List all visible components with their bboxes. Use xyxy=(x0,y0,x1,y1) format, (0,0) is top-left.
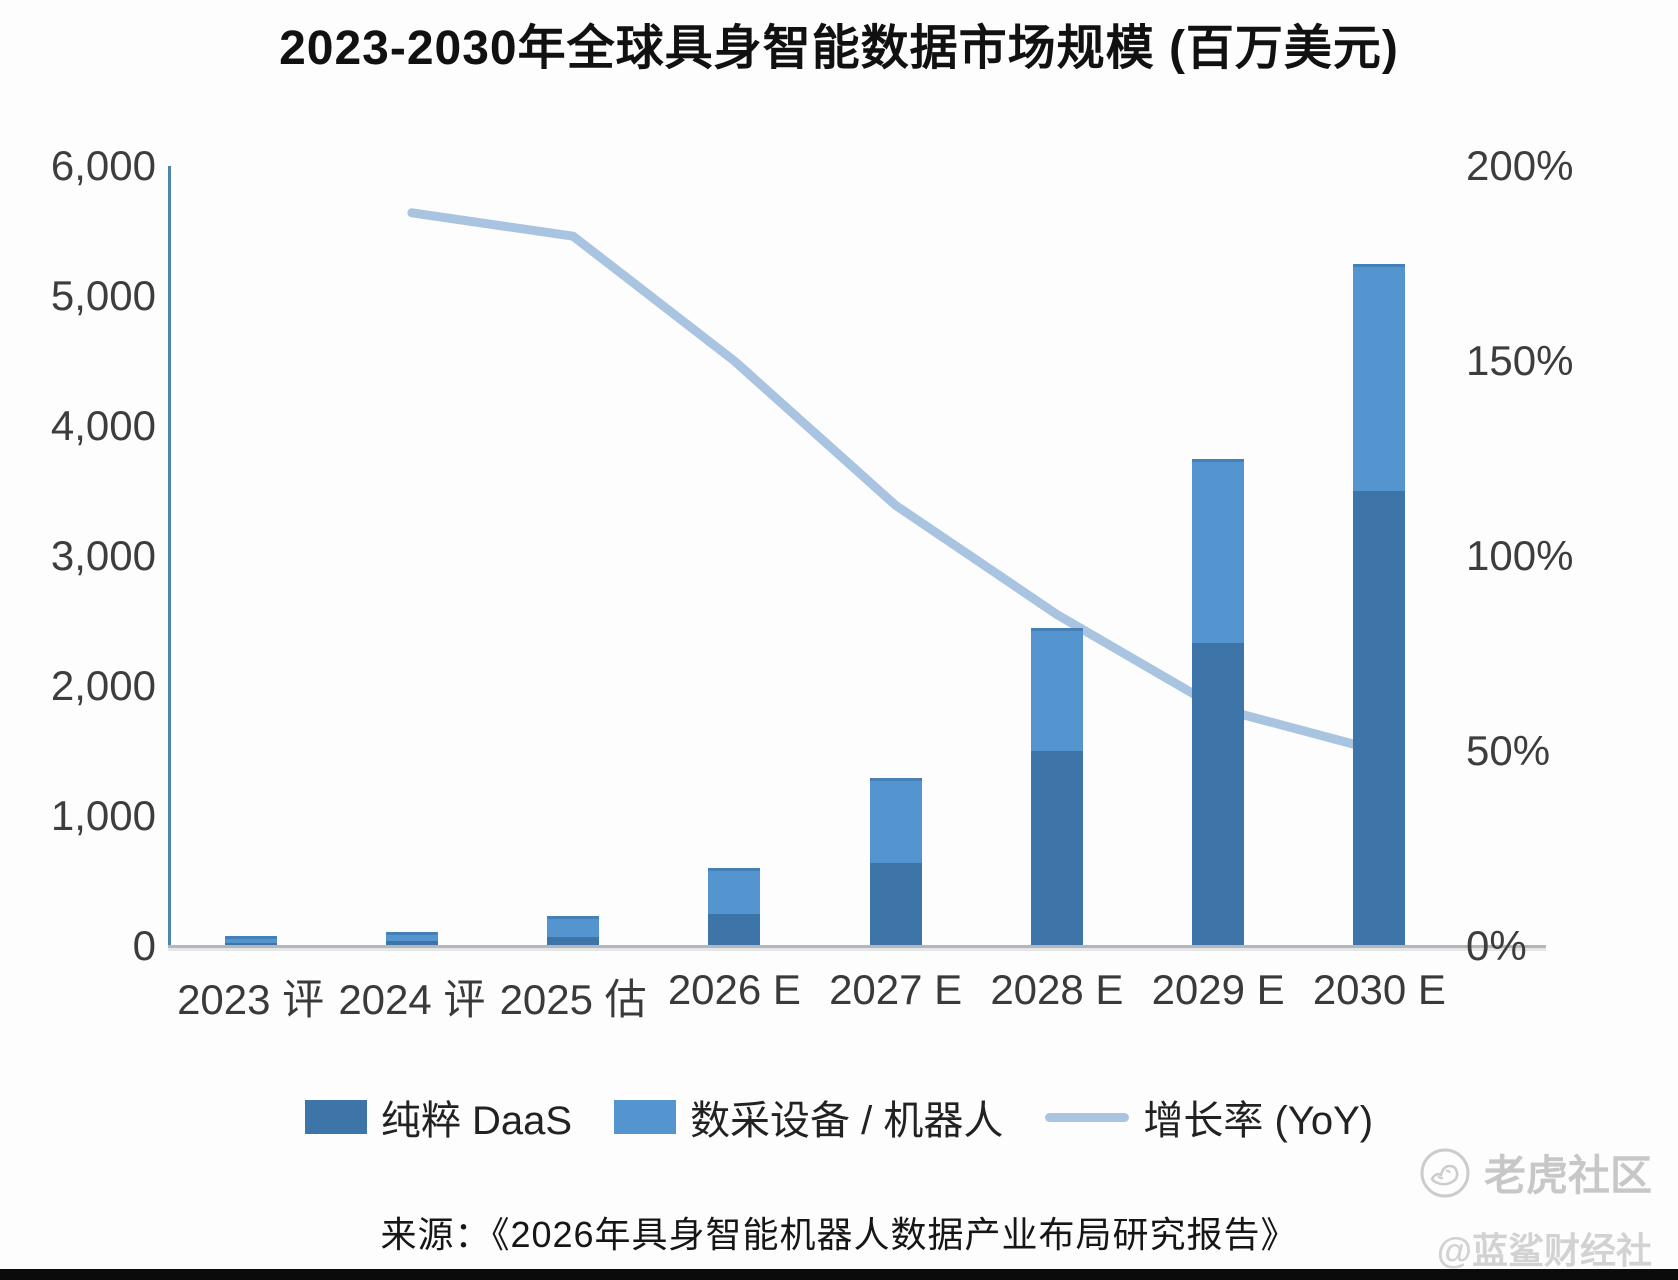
bar-segment-daas xyxy=(869,862,922,946)
bar-segment-equipment xyxy=(1353,263,1406,491)
bottom-black-bar xyxy=(0,1269,1678,1280)
legend: 纯粹 DaaS 数采设备 / 机器人 增长率 (YoY) xyxy=(0,1088,1678,1146)
bar-group xyxy=(547,166,600,946)
left-axis-tick-label: 6,000 xyxy=(50,142,156,189)
bar-segment-equipment xyxy=(708,868,761,914)
bar-segment-daas xyxy=(385,940,438,946)
right-axis-tick-label: 0% xyxy=(1466,922,1527,969)
legend-item-yoy: 增长率 (YoY) xyxy=(1045,1088,1373,1146)
bar-group xyxy=(224,166,277,946)
legend-label-daas: 纯粹 DaaS xyxy=(380,1099,573,1143)
left-axis-tick-label: 0 xyxy=(132,922,156,969)
finance-handle-label: @蓝鲨财经社 xyxy=(1436,1230,1652,1271)
right-axis-tick-label: 100% xyxy=(1466,532,1574,579)
yoy-line-swatch xyxy=(1045,1112,1130,1122)
bar-segment-daas xyxy=(547,936,600,946)
bar-group xyxy=(385,166,438,946)
bar-segment-equipment xyxy=(869,778,922,863)
bar-group xyxy=(869,166,922,946)
left-axis-line xyxy=(168,166,171,946)
category-label: 2023 评 xyxy=(177,976,325,1023)
daas-swatch xyxy=(304,1100,367,1134)
x-axis-baseline-shadow xyxy=(168,948,1546,951)
bar-segment-daas xyxy=(1192,643,1245,946)
tiger-community-label: 老虎社区 xyxy=(1483,1152,1652,1199)
category-label: 2025 估 xyxy=(499,976,647,1023)
category-label: 2027 E xyxy=(829,966,963,1013)
x-axis-baseline xyxy=(168,945,1546,948)
chart-title: 2023-2030年全球具身智能数据市场规模 (百万美元) xyxy=(279,22,1399,75)
legend-label-equipment: 数采设备 / 机器人 xyxy=(690,1099,1004,1143)
tiger-logo-icon xyxy=(1420,1148,1470,1197)
tiger-watermark: 老虎社区 xyxy=(1418,1142,1652,1203)
category-label: 2029 E xyxy=(1151,966,1285,1013)
category-label: 2030 E xyxy=(1312,966,1446,1013)
bar-segment-daas xyxy=(1353,491,1406,946)
bar-segment-daas xyxy=(708,913,761,946)
equipment-swatch xyxy=(614,1100,677,1134)
right-axis-tick-label: 50% xyxy=(1466,727,1551,774)
left-axis-tick-label: 1,000 xyxy=(50,792,156,839)
legend-label-yoy: 增长率 (YoY) xyxy=(1143,1099,1374,1143)
bar-group xyxy=(1192,166,1245,946)
bar-segment-equipment xyxy=(1030,627,1083,751)
category-label: 2028 E xyxy=(990,966,1124,1013)
category-label: 2026 E xyxy=(667,966,801,1013)
source-note: 来源：《2026年具身智能机器人数据产业布局研究报告》 xyxy=(380,1214,1298,1255)
bar-segment-daas xyxy=(224,942,277,946)
right-axis-tick-label: 150% xyxy=(1466,337,1574,384)
left-axis-tick-label: 3,000 xyxy=(50,532,156,579)
left-axis-tick-label: 5,000 xyxy=(50,272,156,319)
bar-segment-equipment xyxy=(224,935,277,943)
bar-segment-equipment xyxy=(385,931,438,941)
left-axis-tick-label: 4,000 xyxy=(50,402,156,449)
bar-segment-equipment xyxy=(547,916,600,937)
yoy-line-svg xyxy=(407,208,1384,756)
left-axis-tick-label: 2,000 xyxy=(50,662,156,709)
bar-group xyxy=(1030,166,1083,946)
right-axis-tick-label: 200% xyxy=(1466,142,1574,189)
plot-area: 2023 评 2024 评 2025 估 2026 E 2027 E 2028 E 2029… xyxy=(170,166,1460,1023)
bar-group xyxy=(1353,166,1406,946)
bar-segment-equipment xyxy=(1192,458,1245,644)
legend-item-daas: 纯粹 DaaS xyxy=(304,1088,573,1146)
bar-group xyxy=(708,166,761,946)
legend-item-equipment: 数采设备 / 机器人 xyxy=(614,1088,1003,1146)
category-label: 2024 评 xyxy=(338,976,486,1023)
bar-segment-daas xyxy=(1030,751,1083,946)
